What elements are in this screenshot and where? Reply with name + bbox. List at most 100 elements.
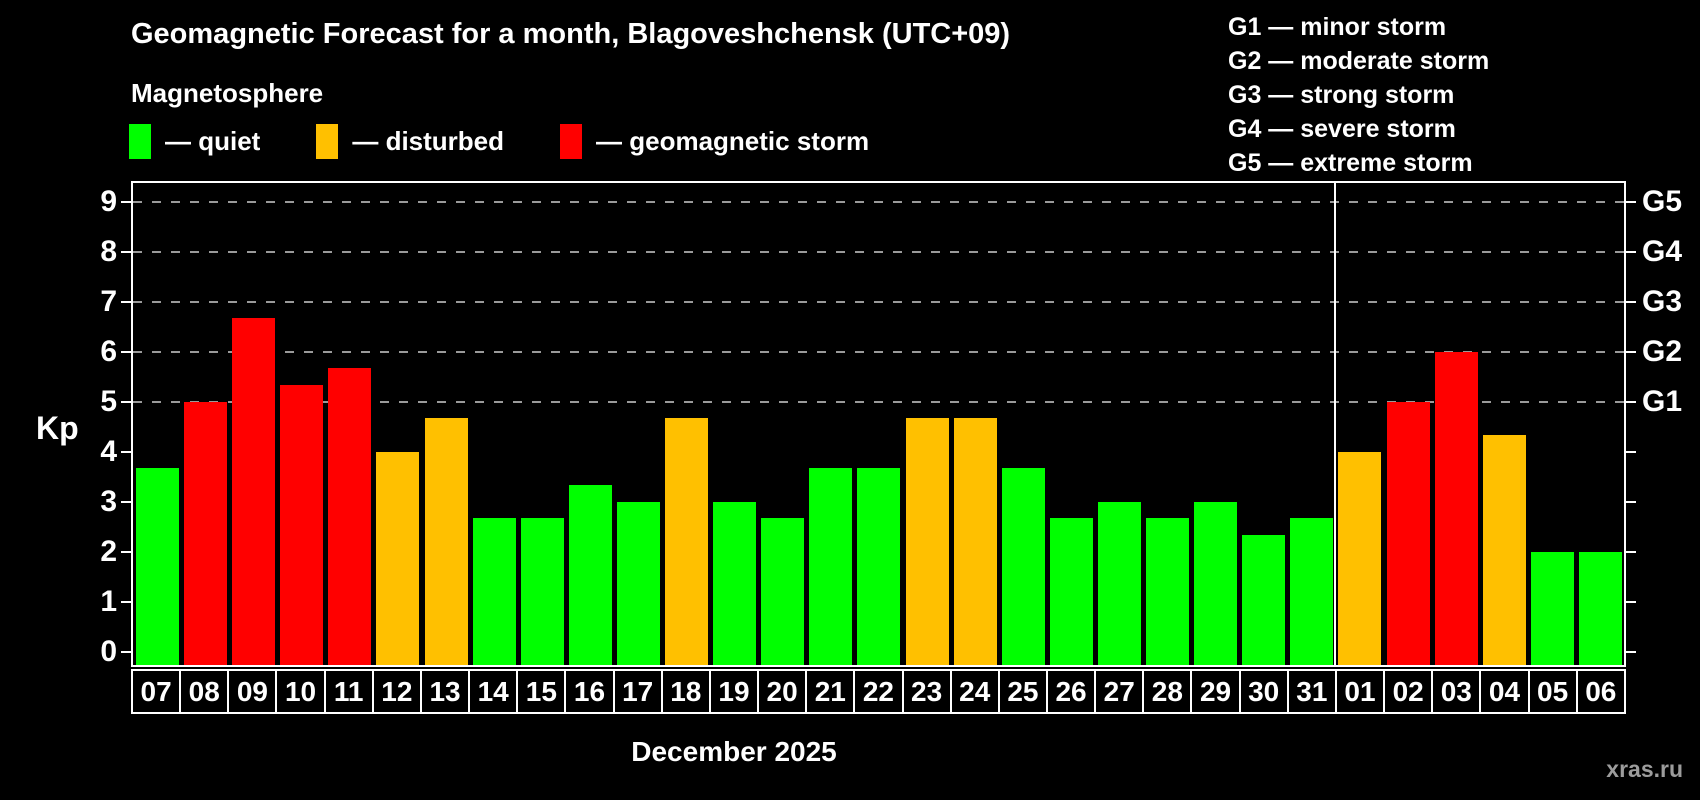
legend-label-storm: — geomagnetic storm — [596, 126, 870, 156]
bar-day-09 — [232, 318, 275, 665]
day-label-05: 05 — [1527, 669, 1578, 714]
right-tick-kp2 — [1626, 551, 1636, 553]
quiet-swatch — [129, 124, 151, 159]
left-tick-kp3 — [121, 501, 131, 503]
bar-day-18 — [665, 418, 708, 665]
left-tick-kp0 — [121, 651, 131, 653]
plot-inner — [133, 183, 1624, 665]
bar-day-08 — [184, 402, 227, 665]
right-tick-kp4 — [1626, 451, 1636, 453]
day-label-27: 27 — [1094, 669, 1145, 714]
y-tick-label-2: 2 — [100, 535, 117, 568]
day-label-20: 20 — [757, 669, 808, 714]
day-label-07: 07 — [131, 669, 182, 714]
bar-day-24 — [954, 418, 997, 665]
day-label-02: 02 — [1383, 669, 1434, 714]
bar-day-01 — [1338, 452, 1381, 665]
day-label-17: 17 — [612, 669, 663, 714]
left-tick-kp8 — [121, 251, 131, 253]
left-tick-kp9 — [121, 201, 131, 203]
bar-day-11 — [328, 368, 371, 665]
subtitle: Magnetosphere — [131, 78, 324, 108]
bar-day-31 — [1290, 518, 1333, 665]
bar-day-12 — [376, 452, 419, 665]
right-tick-kp8 — [1626, 251, 1636, 253]
y-tick-label-4: 4 — [100, 435, 117, 468]
y-tick-label-6: 6 — [100, 335, 117, 368]
storm-scale-line-5: G5 — extreme storm — [1228, 149, 1473, 177]
day-label-14: 14 — [468, 669, 519, 714]
left-tick-kp7 — [121, 301, 131, 303]
day-label-25: 25 — [997, 669, 1048, 714]
day-label-13: 13 — [419, 669, 471, 714]
day-label-24: 24 — [949, 669, 1000, 714]
left-tick-kp4 — [121, 451, 131, 453]
month-divider — [1334, 183, 1336, 665]
gridline-kp7 — [133, 301, 1624, 303]
day-label-28: 28 — [1142, 669, 1193, 714]
left-tick-kp6 — [121, 351, 131, 353]
g-scale-label-g3: G3 — [1642, 285, 1683, 318]
storm-scale-legend: G1 — minor storm G2 — moderate storm G3 — … — [1228, 10, 1489, 180]
day-label-01: 01 — [1334, 669, 1386, 714]
bar-day-07 — [136, 468, 179, 665]
watermark: xras.ru — [1606, 756, 1683, 782]
y-axis-title: Kp — [36, 410, 79, 446]
day-label-10: 10 — [275, 669, 326, 714]
gridline-kp5 — [133, 401, 1624, 403]
g-scale-label-g2: G2 — [1642, 335, 1683, 368]
bar-day-26 — [1050, 518, 1093, 665]
day-label-11: 11 — [323, 669, 374, 714]
y-tick-label-8: 8 — [100, 235, 117, 268]
bar-day-05 — [1531, 552, 1574, 665]
bar-day-04 — [1483, 435, 1526, 665]
gridline-kp8 — [133, 251, 1624, 253]
day-label-26: 26 — [1045, 669, 1097, 714]
gridline-kp9 — [133, 201, 1624, 203]
bar-day-15 — [521, 518, 564, 665]
day-label-21: 21 — [805, 669, 856, 714]
legend-item-storm: — geomagnetic storm — [560, 124, 869, 159]
day-label-04: 04 — [1479, 669, 1530, 714]
bar-day-03 — [1435, 352, 1478, 665]
storm-scale-line-2: G2 — moderate storm — [1228, 47, 1490, 75]
y-tick-label-9: 9 — [100, 185, 117, 218]
condition-legend: — quiet — disturbed — geomagnetic storm — [129, 124, 869, 159]
legend-label-quiet: — quiet — [165, 126, 261, 156]
y-tick-label-1: 1 — [100, 585, 117, 618]
day-label-03: 03 — [1431, 669, 1482, 714]
bar-day-23 — [906, 418, 949, 665]
bar-day-13 — [425, 418, 468, 665]
y-tick-label-3: 3 — [100, 485, 117, 518]
plot-area — [131, 181, 1626, 667]
bar-day-02 — [1387, 402, 1430, 665]
legend-label-disturbed: — disturbed — [352, 126, 505, 156]
bar-day-20 — [761, 518, 804, 665]
day-label-16: 16 — [564, 669, 615, 714]
bar-day-22 — [857, 468, 900, 665]
y-tick-label-5: 5 — [100, 385, 117, 418]
day-label-12: 12 — [371, 669, 422, 714]
day-label-15: 15 — [516, 669, 567, 714]
storm-scale-line-3: G3 — strong storm — [1228, 81, 1455, 109]
bar-day-28 — [1146, 518, 1189, 665]
legend-item-quiet: — quiet — [129, 124, 260, 159]
page-title: Geomagnetic Forecast for a month, Blagov… — [131, 18, 1011, 50]
legend-item-disturbed: — disturbed — [316, 124, 504, 159]
day-label-23: 23 — [901, 669, 952, 714]
bar-day-21 — [809, 468, 852, 665]
right-tick-kp9 — [1626, 201, 1636, 203]
g-scale-label-g5: G5 — [1642, 185, 1683, 218]
day-label-31: 31 — [1286, 669, 1337, 714]
day-label-09: 09 — [227, 669, 278, 714]
bar-day-16 — [569, 485, 612, 665]
day-label-22: 22 — [853, 669, 904, 714]
bar-day-29 — [1194, 502, 1237, 665]
day-label-18: 18 — [660, 669, 711, 714]
bar-day-30 — [1242, 535, 1285, 665]
bar-day-10 — [280, 385, 323, 665]
gridline-kp6 — [133, 351, 1624, 353]
left-tick-kp2 — [121, 551, 131, 553]
right-tick-kp6 — [1626, 351, 1636, 353]
